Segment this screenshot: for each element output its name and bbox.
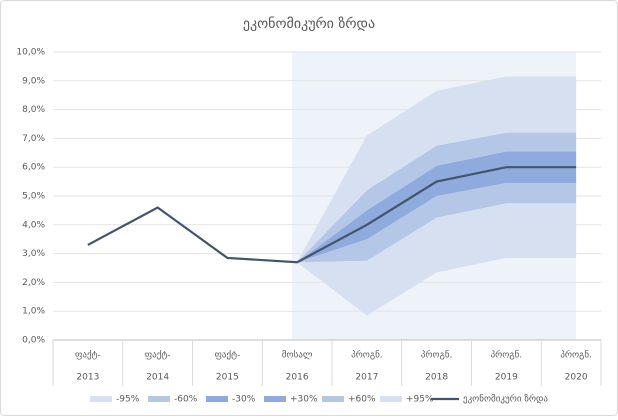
fan-band — [297, 132, 577, 263]
x-tick-label: პროგნ. — [560, 350, 592, 361]
legend-label: +95% — [406, 395, 434, 405]
legend-swatch — [264, 396, 286, 402]
growth-line — [87, 166, 577, 264]
x-tick-label: 2019 — [495, 373, 518, 383]
x-tick-label: 2020 — [565, 373, 588, 383]
x-tick-label: პროგნ. — [421, 350, 453, 361]
legend-label: ეკონომიკური ზრდა — [463, 394, 548, 405]
y-tick-label: 4,0% — [22, 220, 45, 230]
legend-swatch — [322, 396, 344, 402]
x-tick-label: ფაქტ- — [145, 350, 171, 361]
x-tick-label: 2013 — [76, 373, 99, 383]
x-tick-label: 2014 — [146, 373, 169, 383]
y-tick-label: 10,0% — [16, 48, 45, 58]
legend-label: +60% — [348, 395, 376, 405]
legend-swatch — [206, 396, 228, 402]
fan-band — [297, 183, 577, 263]
legend-swatch — [90, 396, 112, 402]
legend-swatch — [148, 396, 170, 402]
x-tick-label: პროგნ. — [491, 350, 523, 361]
x-tick-label: 2017 — [355, 373, 378, 383]
legend-label: -95% — [116, 395, 140, 405]
fan-band — [297, 203, 577, 316]
x-tick-label: 2016 — [286, 373, 309, 383]
fan-band — [297, 167, 577, 263]
legend-label: -60% — [174, 395, 198, 405]
legend-label: -30% — [232, 395, 256, 405]
y-tick-label: 5,0% — [22, 192, 45, 202]
legend-swatch — [380, 396, 402, 402]
x-tick-label: ფაქტ- — [215, 350, 241, 361]
x-tick-label: პროგნ. — [351, 350, 383, 361]
y-tick-label: 2,0% — [22, 278, 45, 288]
y-tick-label: 0,0% — [22, 336, 45, 346]
y-tick-label: 3,0% — [22, 249, 45, 259]
y-tick-label: 7,0% — [22, 134, 45, 144]
y-tick-label: 8,0% — [22, 105, 45, 115]
legend-label: +30% — [290, 395, 318, 405]
x-tick-label: ფაქტ- — [75, 350, 101, 361]
y-tick-label: 6,0% — [22, 163, 45, 173]
fan-band — [297, 151, 577, 263]
fan-band — [297, 76, 577, 263]
y-tick-label: 9,0% — [22, 76, 45, 86]
x-tick-label: 2018 — [425, 373, 448, 383]
chart-title: ეკონომიკური ზრდა — [243, 15, 375, 32]
x-tick-label: 2015 — [216, 373, 239, 383]
y-tick-label: 1,0% — [22, 307, 45, 317]
x-tick-label: მოსალ — [282, 350, 313, 361]
